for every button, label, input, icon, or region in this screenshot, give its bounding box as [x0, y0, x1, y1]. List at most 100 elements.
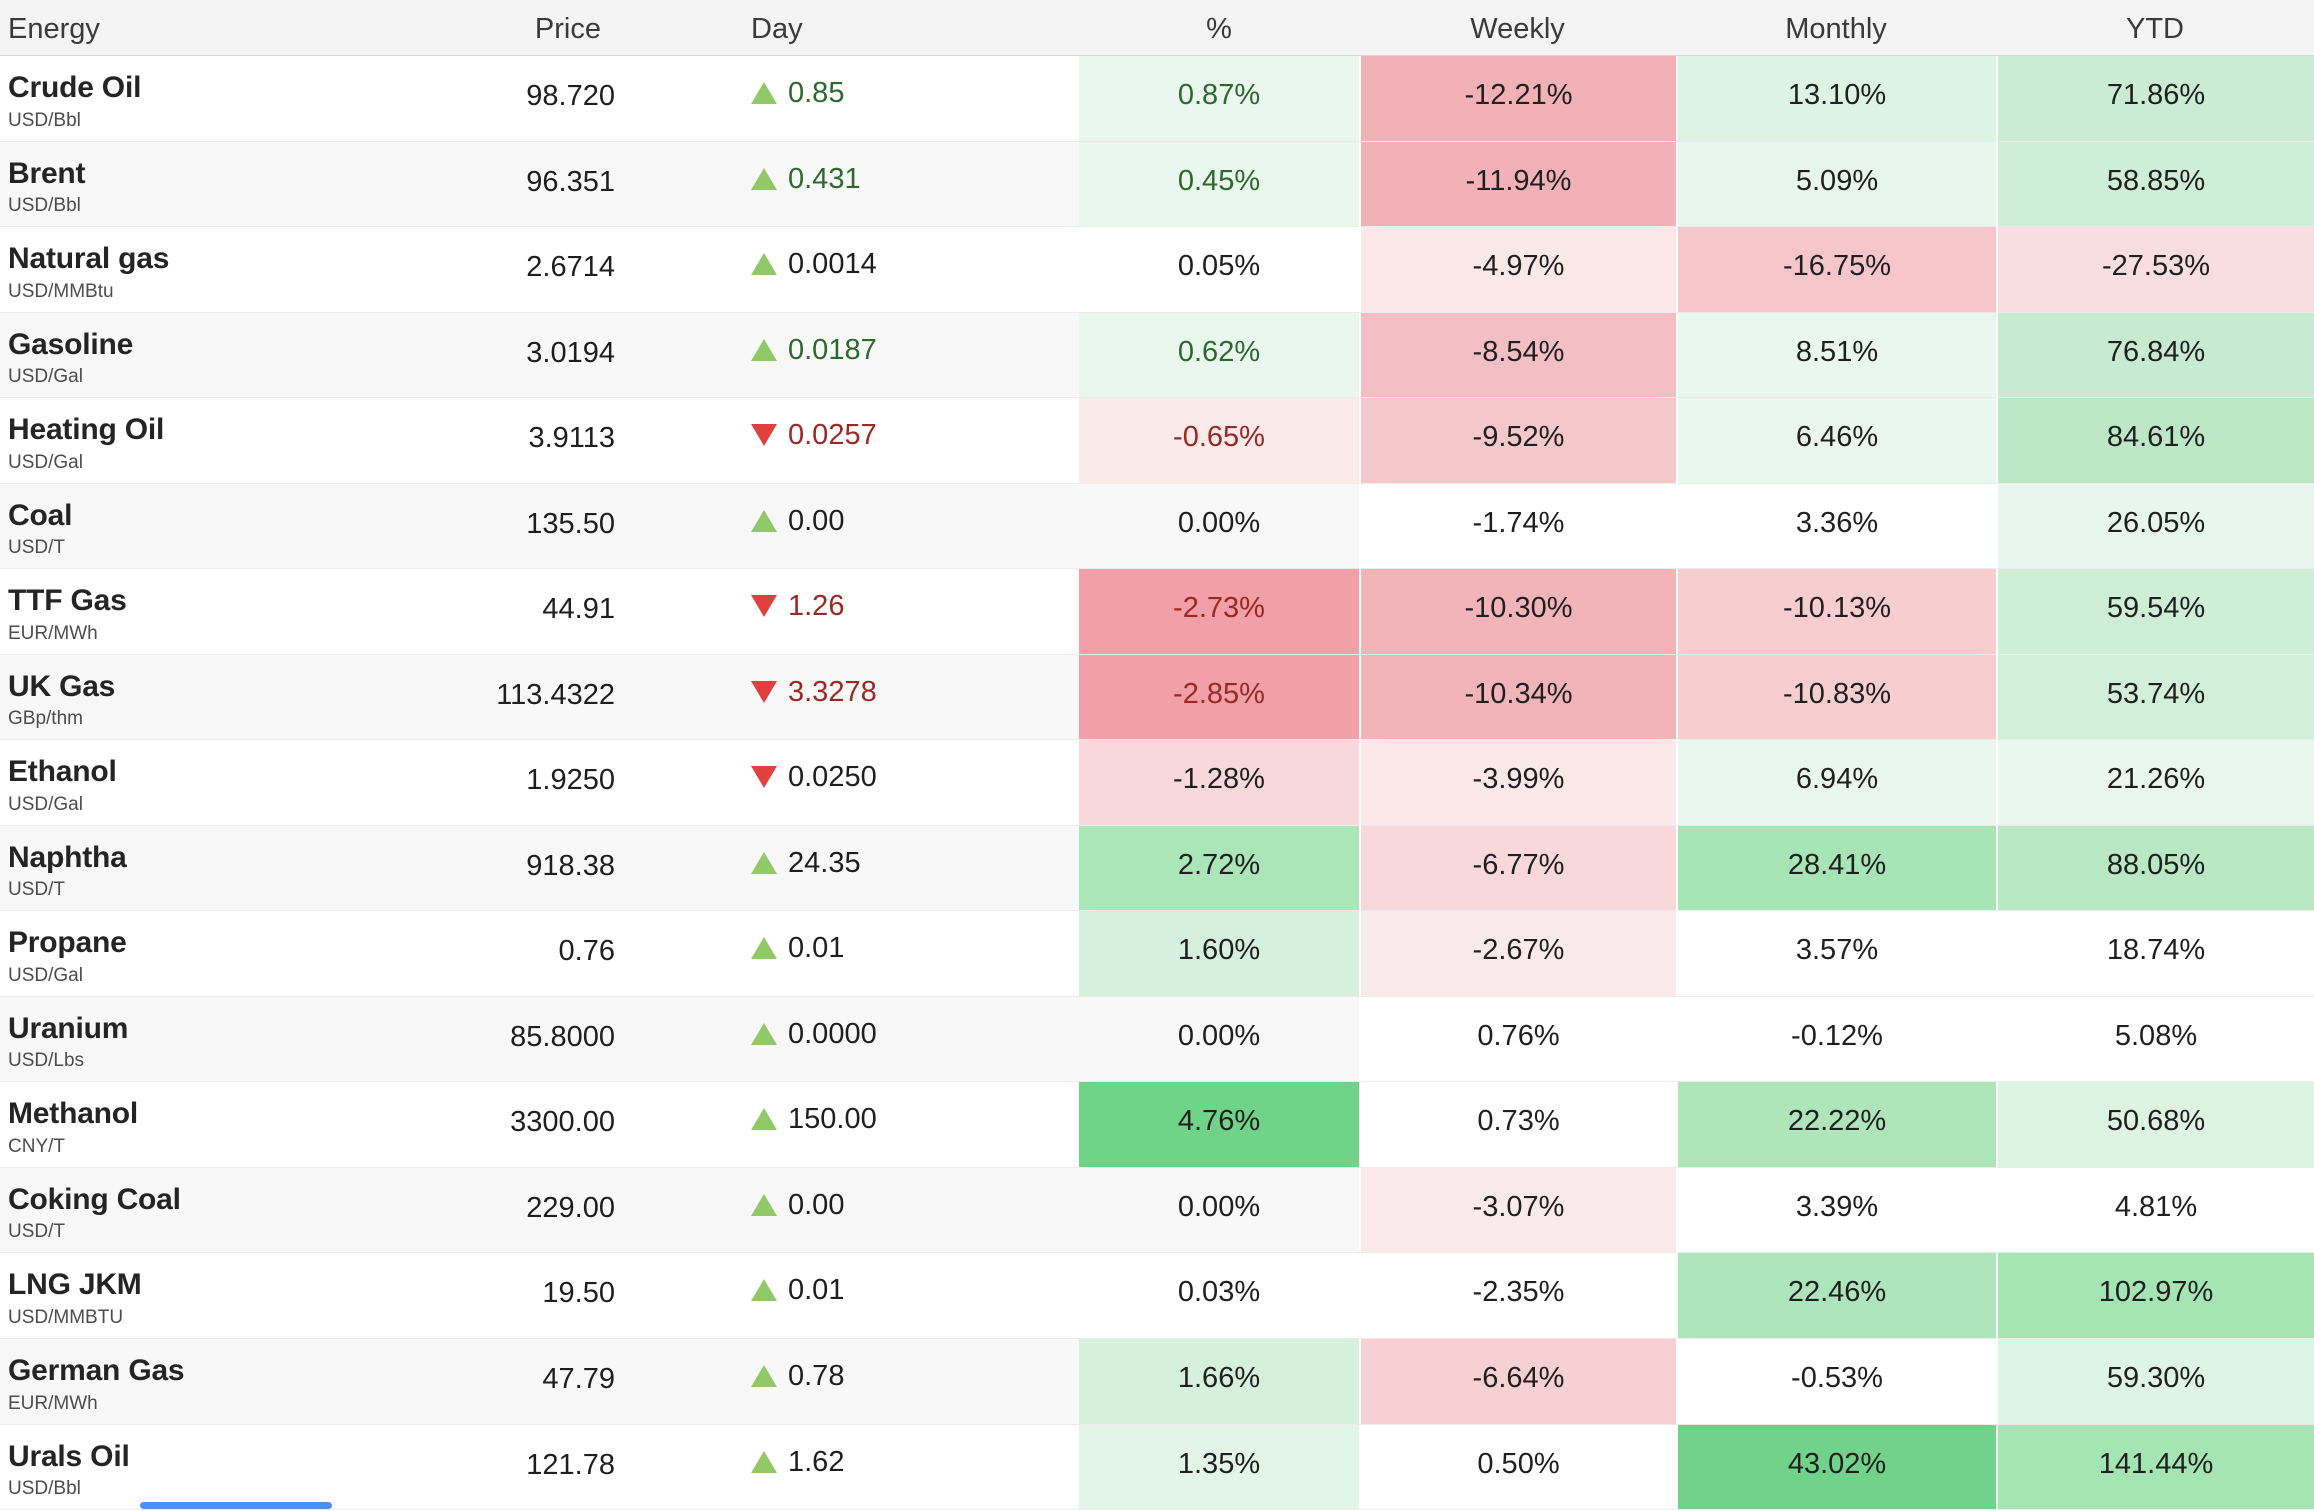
price-cell: 96.351	[526, 165, 615, 198]
arrow-up-icon	[751, 851, 777, 874]
price-cell: 1.9250	[526, 764, 615, 797]
table-row[interactable]: Urals Oil USD/Bbl 121.78 1.62 1.35% 0.50% 43.0…	[0, 1424, 2314, 1510]
price-cell: 85.8000	[510, 1020, 615, 1053]
percent-monthly-cell: 8.51%	[1676, 312, 1996, 398]
commodity-name: Methanol	[8, 1097, 139, 1131]
percent-monthly-cell: 13.10%	[1676, 56, 1996, 141]
commodity-unit: USD/Gal	[8, 964, 83, 986]
percent-weekly-cell: -10.30%	[1359, 569, 1676, 654]
percent-ytd-cell: 88.05%	[1996, 825, 2314, 911]
table-row[interactable]: Propane USD/Gal 0.76 0.01 1.60% -2.67% 3.57% 18…	[0, 911, 2314, 997]
percent-monthly-cell: 5.09%	[1676, 141, 1996, 227]
table-row[interactable]: Natural gas USD/MMBtu 2.6714 0.0014 0.05% -4.…	[0, 227, 2314, 313]
table-row[interactable]: Coal USD/T 135.50 0.00 0.00% -1.74% 3.36% 26.05…	[0, 483, 2314, 570]
column-header-weekly[interactable]: Weekly	[1470, 13, 1565, 45]
table-row[interactable]: UK Gas GBp/thm 113.4322 3.3278 -2.85% -10.34%…	[0, 654, 2314, 741]
arrow-down-icon	[751, 680, 777, 703]
column-header-monthly[interactable]: Monthly	[1785, 13, 1887, 45]
percent-weekly-cell: -10.34%	[1359, 654, 1676, 740]
day-change-value: 24.35	[788, 846, 861, 879]
commodity-name: Heating Oil	[8, 413, 165, 447]
commodity-cell: Coal USD/T	[0, 484, 400, 569]
commodity-unit: USD/T	[8, 879, 65, 901]
arrow-up-icon	[751, 1450, 777, 1473]
commodity-unit: USD/Gal	[8, 366, 83, 388]
price-cell: 0.76	[558, 935, 615, 968]
commodity-cell: Propane USD/Gal	[0, 911, 400, 996]
commodity-name: German Gas	[8, 1353, 185, 1387]
column-header-ytd[interactable]: YTD	[2126, 13, 2184, 45]
day-change-value: 0.0014	[788, 248, 877, 281]
price-cell: 98.720	[526, 80, 615, 112]
price-cell: 135.50	[526, 507, 615, 540]
day-change-cell: 0.85	[620, 56, 1079, 141]
table-row[interactable]: Gasoline USD/Gal 3.0194 0.0187 0.62% -8.54% 8.…	[0, 312, 2314, 399]
commodity-cell: Coking Coal USD/T	[0, 1168, 400, 1253]
day-change-cell: 24.35	[620, 826, 1079, 911]
commodity-unit: USD/Gal	[8, 451, 83, 473]
percent-ytd-cell: 59.30%	[1996, 1338, 2314, 1424]
day-change-value: 0.78	[788, 1359, 845, 1392]
percent-ytd-cell: 71.86%	[1996, 56, 2314, 141]
table-row[interactable]: Heating Oil USD/Gal 3.9113 0.0257 -0.65% -9.5…	[0, 398, 2314, 484]
table-row[interactable]: TTF Gas EUR/MWh 44.91 1.26 -2.73% -10.30% -10.…	[0, 569, 2314, 655]
table-row[interactable]: Methanol CNY/T 3300.00 150.00 4.76% 0.73% 22.2…	[0, 1082, 2314, 1168]
percent-day-cell: 0.00%	[1177, 1019, 1261, 1052]
commodity-unit: EUR/MWh	[8, 1392, 98, 1414]
percent-ytd-cell: 76.84%	[1996, 312, 2314, 398]
table-row[interactable]: Ethanol USD/Gal 1.9250 0.0250 -1.28% -3.99% 6.…	[0, 740, 2314, 826]
price-cell: 121.78	[526, 1448, 615, 1481]
percent-weekly-cell: 0.73%	[1359, 1082, 1676, 1167]
day-change-cell: 0.0000	[620, 997, 1079, 1082]
percent-monthly-cell: -0.12%	[1676, 996, 1996, 1082]
table-row[interactable]: German Gas EUR/MWh 47.79 0.78 1.66% -6.64% -0.…	[0, 1338, 2314, 1425]
commodity-unit: CNY/T	[8, 1135, 65, 1157]
commodity-unit: EUR/MWh	[8, 622, 98, 644]
price-cell: 113.4322	[496, 678, 615, 711]
arrow-up-icon	[751, 1193, 777, 1216]
commodity-unit: USD/Lbs	[8, 1050, 85, 1072]
table-row[interactable]: Crude Oil USD/Bbl 98.720 0.85 0.87% -12.21% 13…	[0, 56, 2314, 142]
day-change-value: 0.431	[788, 162, 861, 195]
percent-day-cell: 0.03%	[1177, 1276, 1261, 1309]
commodity-cell: Heating Oil USD/Gal	[0, 398, 400, 483]
percent-day-cell: 0.45%	[1079, 141, 1359, 227]
table-row[interactable]: Brent USD/Bbl 96.351 0.431 0.45% -11.94% 5.09%…	[0, 141, 2314, 228]
day-change-value: 3.3278	[788, 675, 877, 708]
day-change-cell: 0.00	[620, 1168, 1079, 1253]
column-header-energy[interactable]: Energy	[8, 13, 100, 45]
percent-weekly-cell: -4.97%	[1359, 227, 1676, 312]
percent-ytd-cell: 53.74%	[1996, 654, 2314, 740]
table-header-row: Energy Price Day % Weekly Monthly YTD	[0, 0, 2314, 56]
commodity-name: LNG JKM	[8, 1268, 142, 1302]
percent-monthly-cell: 3.36%	[1676, 483, 1996, 569]
table-row[interactable]: Uranium USD/Lbs 85.8000 0.0000 0.00% 0.76% -0.…	[0, 996, 2314, 1083]
commodity-cell: Uranium USD/Lbs	[0, 997, 400, 1082]
price-cell: 229.00	[526, 1191, 615, 1224]
table-row[interactable]: LNG JKM USD/MMBTU 19.50 0.01 0.03% -2.35% 22.4…	[0, 1253, 2314, 1339]
arrow-up-icon	[751, 937, 777, 960]
column-header-day[interactable]: Day	[751, 13, 803, 45]
table-row[interactable]: Naphtha USD/T 918.38 24.35 2.72% -6.77% 28.41%…	[0, 825, 2314, 912]
price-cell: 19.50	[542, 1277, 615, 1310]
commodity-cell: German Gas EUR/MWh	[0, 1339, 400, 1424]
percent-day-cell: -1.28%	[1079, 740, 1359, 825]
horizontal-scrollbar-thumb[interactable]	[140, 1502, 332, 1509]
day-change-value: 0.0000	[788, 1017, 877, 1050]
price-cell: 44.91	[542, 593, 615, 626]
percent-monthly-cell: 22.46%	[1676, 1253, 1996, 1338]
percent-weekly-cell: -6.64%	[1359, 1338, 1676, 1424]
day-change-cell: 0.0187	[620, 313, 1079, 398]
day-change-cell: 0.78	[620, 1339, 1079, 1424]
price-cell: 3300.00	[510, 1106, 615, 1139]
percent-day-cell: 1.66%	[1079, 1338, 1359, 1424]
percent-monthly-cell: 3.39%	[1676, 1167, 1996, 1253]
commodity-name: Naphtha	[8, 840, 127, 874]
percent-ytd-cell: 5.08%	[1996, 996, 2314, 1082]
table-row[interactable]: Coking Coal USD/T 229.00 0.00 0.00% -3.07% 3.3…	[0, 1167, 2314, 1254]
day-change-cell: 0.0014	[620, 227, 1079, 312]
column-header-price[interactable]: Price	[534, 13, 601, 45]
column-header-percent[interactable]: %	[1206, 13, 1232, 45]
percent-monthly-cell: -16.75%	[1676, 227, 1996, 312]
percent-monthly-cell: 6.46%	[1676, 398, 1996, 483]
